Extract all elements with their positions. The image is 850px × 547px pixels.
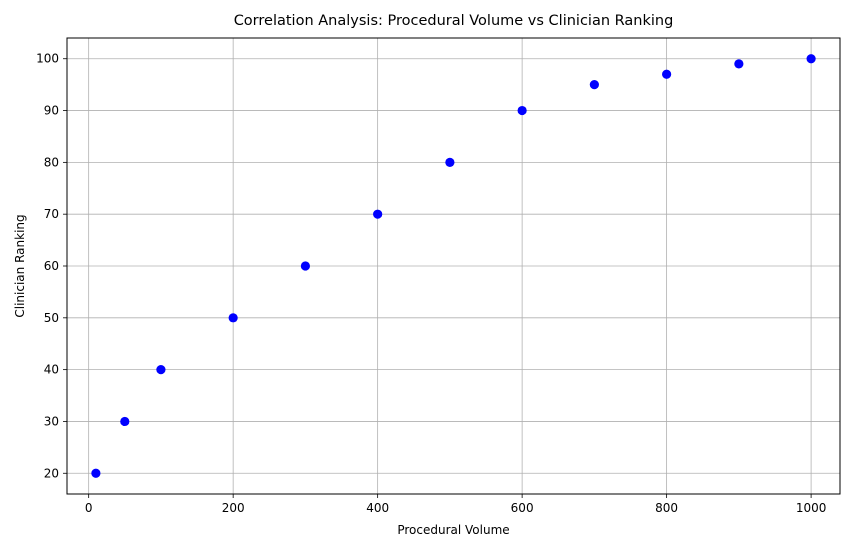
- y-tick-label: 70: [44, 207, 59, 221]
- y-axis-title: Clinician Ranking: [13, 214, 27, 317]
- axis-ticks: 0 200 400 600 800 1000 20 30 40 50 60 70 80 90 100: [36, 52, 826, 515]
- data-point: [373, 209, 383, 219]
- data-point: [589, 80, 599, 90]
- chart-title: Correlation Analysis: Procedural Volume …: [234, 13, 674, 29]
- y-tick-label: 20: [44, 466, 59, 480]
- x-tick-label: 600: [511, 501, 534, 515]
- data-points: [91, 54, 816, 478]
- x-tick-label: 0: [85, 501, 93, 515]
- data-point: [662, 69, 672, 79]
- x-tick-label: 400: [366, 501, 389, 515]
- y-tick-label: 50: [44, 311, 59, 325]
- data-point: [300, 261, 311, 271]
- x-tick-label: 800: [655, 501, 678, 515]
- data-point: [120, 416, 130, 427]
- y-tick-label: 40: [44, 363, 59, 377]
- y-tick-label: 90: [44, 104, 59, 118]
- data-point: [228, 313, 238, 323]
- x-tick-label: 200: [222, 501, 245, 515]
- data-point: [517, 105, 527, 116]
- y-tick-label: 30: [44, 414, 59, 428]
- data-point: [734, 59, 744, 69]
- x-tick-label: 1000: [796, 501, 827, 515]
- x-axis-title: Procedural Volume: [397, 523, 509, 537]
- y-tick-label: 100: [36, 52, 59, 66]
- data-point: [156, 365, 166, 375]
- data-point: [91, 468, 101, 478]
- y-tick-label: 80: [44, 155, 59, 169]
- data-point: [445, 157, 455, 167]
- data-point: [806, 54, 816, 64]
- y-tick-label: 60: [44, 259, 59, 273]
